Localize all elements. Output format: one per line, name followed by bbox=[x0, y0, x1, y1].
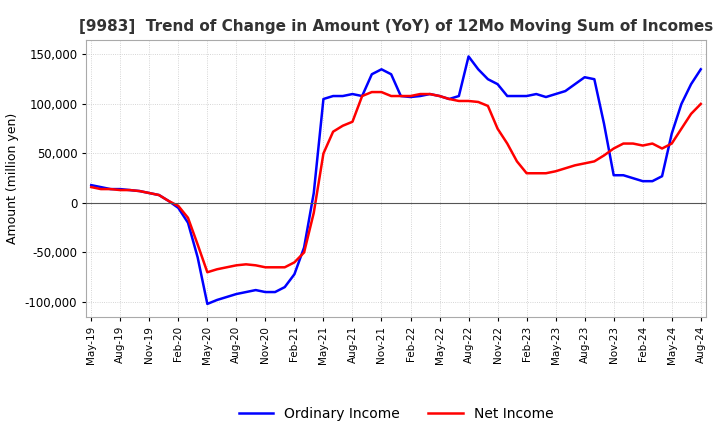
Net Income bbox=[164, 198, 173, 204]
Net Income bbox=[203, 270, 212, 275]
Net Income bbox=[696, 101, 705, 106]
Y-axis label: Amount (million yen): Amount (million yen) bbox=[6, 113, 19, 244]
Ordinary Income bbox=[348, 92, 357, 97]
Title: [9983]  Trend of Change in Amount (YoY) of 12Mo Moving Sum of Incomes: [9983] Trend of Change in Amount (YoY) o… bbox=[79, 19, 713, 34]
Net Income bbox=[348, 119, 357, 125]
Net Income bbox=[367, 89, 376, 95]
Ordinary Income bbox=[435, 93, 444, 99]
Ordinary Income bbox=[464, 54, 473, 59]
Ordinary Income bbox=[493, 81, 502, 87]
Ordinary Income bbox=[503, 93, 512, 99]
Ordinary Income bbox=[87, 183, 96, 188]
Ordinary Income bbox=[164, 198, 173, 204]
Line: Ordinary Income: Ordinary Income bbox=[91, 56, 701, 304]
Ordinary Income bbox=[696, 66, 705, 72]
Line: Net Income: Net Income bbox=[91, 92, 701, 272]
Ordinary Income bbox=[203, 301, 212, 307]
Net Income bbox=[493, 126, 502, 131]
Net Income bbox=[406, 93, 415, 99]
Ordinary Income bbox=[397, 93, 405, 99]
Net Income bbox=[87, 184, 96, 190]
Legend: Ordinary Income, Net Income: Ordinary Income, Net Income bbox=[233, 401, 559, 426]
Net Income bbox=[503, 141, 512, 146]
Net Income bbox=[445, 96, 454, 102]
